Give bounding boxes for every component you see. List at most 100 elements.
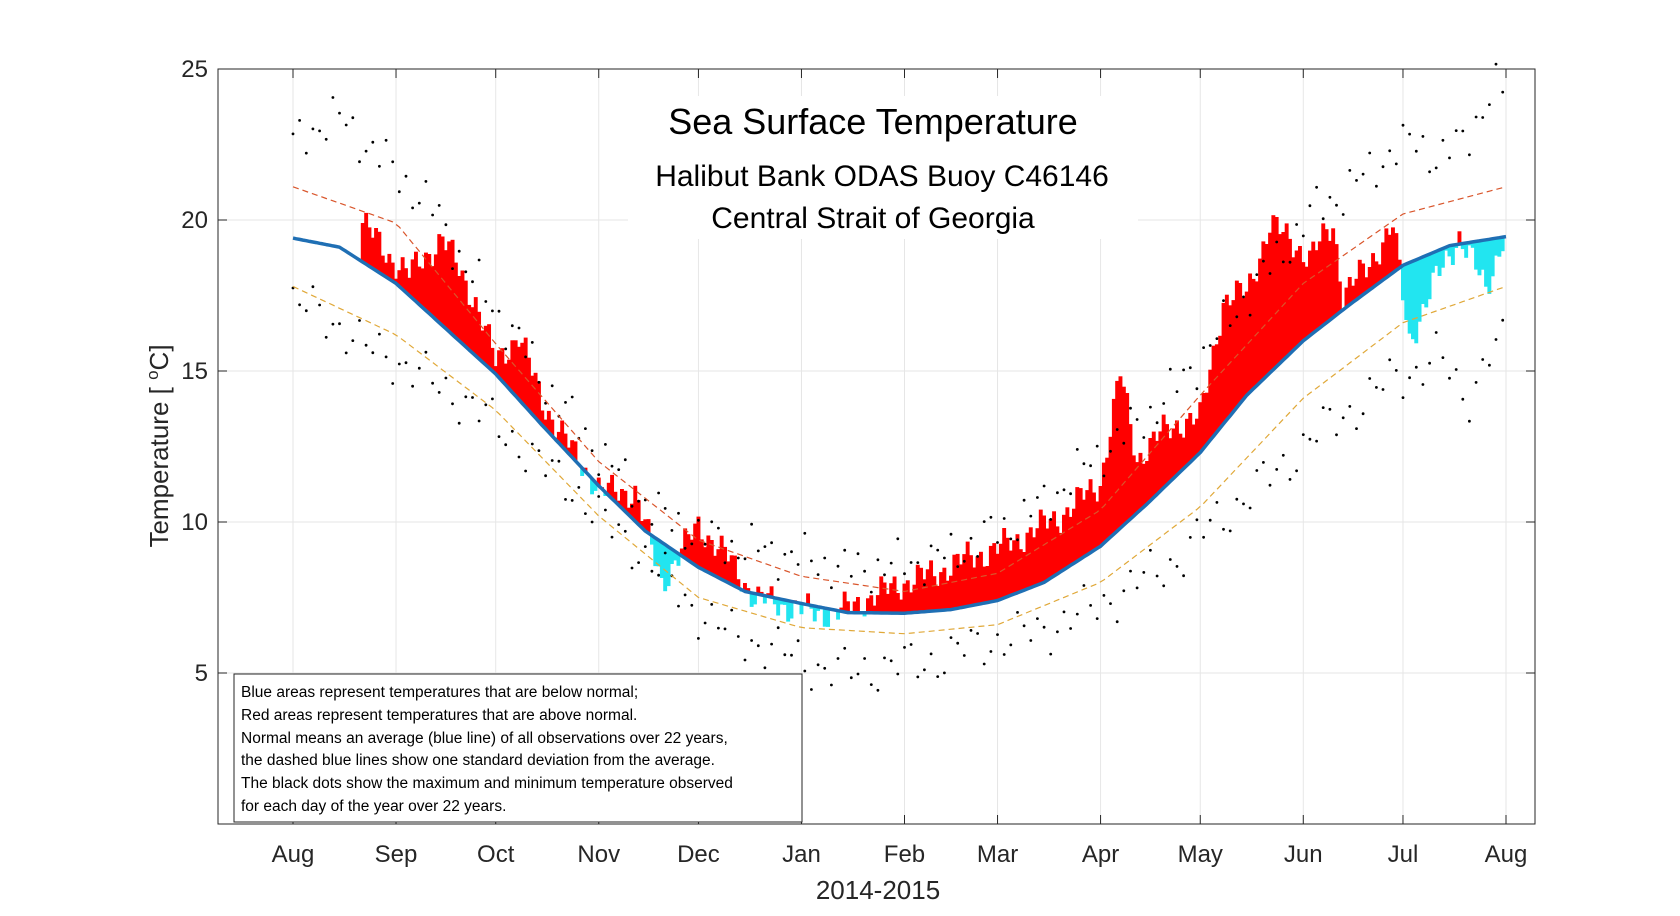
y-tick-label: 10 (181, 509, 208, 536)
above-normal-bar (1155, 440, 1160, 495)
above-normal-bar (510, 340, 515, 393)
daily-max-dot (923, 583, 926, 587)
daily-max-dot (783, 552, 787, 556)
x-tick-label: May (1178, 841, 1223, 868)
daily-min-dot (550, 459, 554, 462)
above-normal-bar (1261, 241, 1266, 380)
daily-min-dot (1301, 433, 1305, 436)
daily-max-dot (663, 507, 667, 510)
daily-max-dot (1494, 62, 1498, 66)
above-normal-bar (912, 584, 917, 613)
below-normal-bar (1484, 239, 1489, 287)
daily-min-dot (1215, 501, 1219, 504)
daily-max-dot (1301, 234, 1305, 238)
daily-min-dot (683, 593, 687, 597)
daily-min-dot (650, 569, 654, 573)
daily-min-dot (597, 495, 601, 498)
x-tick-label: Dec (677, 841, 720, 868)
above-normal-bar (709, 540, 714, 575)
above-normal-bar (1105, 457, 1110, 541)
below-normal-bar (1421, 256, 1425, 304)
daily-max-dot (477, 258, 481, 262)
title-background (628, 96, 1138, 239)
daily-max-dot (457, 249, 461, 253)
above-normal-bar (457, 276, 462, 341)
daily-max-dot (424, 180, 428, 183)
daily-min-dot (610, 535, 614, 539)
daily-max-dot (1115, 428, 1119, 431)
daily-max-dot (650, 523, 654, 526)
above-normal-bar (1005, 537, 1010, 597)
daily-max-dot (1208, 344, 1212, 347)
daily-min-dot (982, 662, 986, 666)
above-normal-bar (417, 266, 422, 305)
above-normal-bar (1185, 418, 1189, 466)
above-normal-bar (640, 521, 644, 528)
daily-max-dot (530, 341, 534, 344)
daily-min-dot (1168, 558, 1172, 561)
daily-max-dot (1056, 491, 1059, 495)
below-normal-bar (590, 478, 595, 495)
daily-max-dot (1488, 103, 1491, 106)
daily-max-dot (1168, 367, 1172, 371)
above-normal-bar (1121, 386, 1126, 525)
below-normal-bar (673, 551, 678, 561)
above-normal-bar (463, 280, 468, 347)
lower-std-line (292, 285, 1503, 635)
daily-min-dot (1434, 331, 1438, 334)
above-normal-bar (1138, 452, 1143, 510)
above-normal-bar (729, 555, 734, 585)
above-normal-bar (919, 567, 924, 612)
above-normal-bar (613, 491, 618, 502)
daily-max-dot (1388, 149, 1392, 153)
daily-min-dot (517, 455, 521, 459)
daily-min-dot (876, 688, 880, 692)
daily-max-dot (1029, 514, 1033, 518)
daily-max-dot (298, 119, 301, 122)
anomaly-areas (360, 212, 1505, 627)
daily-min-dot (1042, 625, 1046, 629)
daily-max-dot (371, 140, 375, 144)
daily-min-dot (1481, 358, 1485, 361)
daily-min-dot (903, 646, 906, 649)
daily-min-dot (344, 351, 348, 355)
above-normal-bar (433, 254, 438, 320)
daily-max-dot (1195, 387, 1199, 391)
daily-max-dot (484, 300, 488, 303)
daily-max-dot (291, 132, 295, 136)
below-normal-bar (822, 608, 827, 627)
daily-min-dot (1255, 469, 1259, 472)
daily-min-dot (1222, 527, 1225, 531)
above-normal-bar (470, 307, 475, 353)
x-tick-label: Aug (1485, 841, 1528, 868)
above-normal-bar (1331, 228, 1336, 318)
daily-min-dot (962, 654, 966, 657)
above-normal-bar (646, 519, 651, 534)
above-normal-bar (889, 583, 894, 614)
above-normal-bar (929, 560, 934, 612)
daily-max-dot (564, 401, 567, 404)
above-normal-bar (935, 585, 940, 611)
below-normal-bar (1474, 241, 1479, 270)
above-normal-bar (543, 419, 548, 429)
above-normal-bar (1238, 283, 1243, 404)
daily-max-dot (570, 395, 574, 399)
daily-max-dot (364, 149, 368, 153)
daily-max-dot (743, 557, 747, 561)
daily-min-dot (697, 637, 700, 640)
annotation-line-5: The black dots show the maximum and mini… (241, 775, 733, 792)
above-normal-bar (713, 555, 718, 576)
above-normal-bar (520, 342, 525, 404)
daily-max-dot (1248, 313, 1252, 317)
daily-max-dot (1242, 295, 1245, 299)
above-normal-bar (959, 564, 963, 608)
daily-max-dot (1454, 129, 1458, 133)
above-normal-bar (1218, 335, 1223, 428)
above-normal-bar (1165, 424, 1170, 485)
daily-max-dot (1501, 90, 1505, 94)
y-axis-label-prefix: Temperature [ (144, 380, 174, 548)
daily-max-dot (497, 309, 501, 313)
daily-min-dot (1375, 386, 1378, 389)
daily-min-dot (896, 672, 900, 676)
daily-min-dot (471, 396, 474, 399)
